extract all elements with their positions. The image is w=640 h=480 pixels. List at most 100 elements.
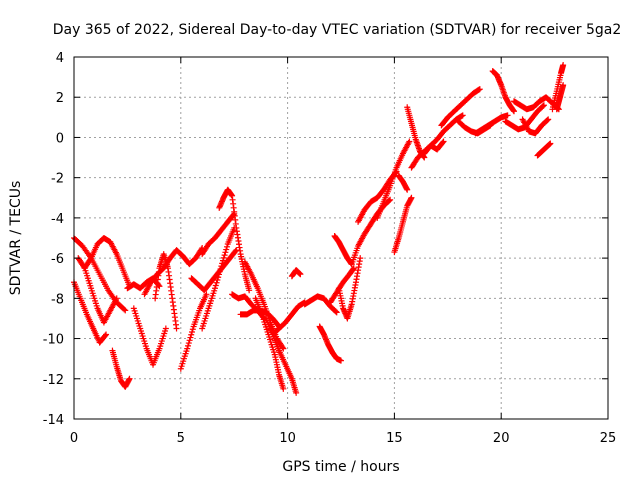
y-tick-label: -2	[51, 172, 64, 187]
data-point	[162, 325, 169, 332]
series-arc-9	[152, 251, 180, 332]
x-tick-label: 5	[177, 431, 185, 446]
data-point	[203, 291, 210, 298]
data-point	[408, 194, 415, 201]
data-point	[333, 309, 340, 316]
data-point	[280, 385, 287, 392]
data-point	[439, 139, 446, 146]
data-point	[280, 345, 287, 352]
y-tick-label: 4	[56, 51, 64, 66]
x-tick-label: 15	[386, 431, 403, 446]
data-point	[173, 325, 180, 332]
series-arc-20	[269, 299, 308, 338]
data-point	[223, 246, 230, 253]
data-point	[459, 112, 466, 119]
data-point	[387, 196, 394, 203]
data-point	[547, 140, 554, 147]
data-point	[216, 268, 223, 275]
data-point	[233, 247, 240, 254]
series-arc-30	[391, 194, 415, 256]
y-tick-label: -4	[51, 212, 64, 227]
data-point	[223, 243, 230, 250]
data-point	[189, 326, 196, 333]
x-tick-label: 20	[493, 431, 510, 446]
data-point	[357, 255, 364, 262]
data-point	[126, 375, 133, 382]
data-point	[386, 197, 393, 204]
data-point	[189, 329, 196, 336]
data-point	[560, 62, 567, 69]
data-marks	[71, 62, 567, 396]
data-point	[545, 116, 552, 123]
y-tick-label: 2	[56, 91, 64, 106]
data-point	[279, 344, 286, 351]
series-arc-32	[404, 104, 428, 161]
series-arc-34	[421, 112, 466, 157]
series-arc-43	[549, 62, 567, 113]
data-point	[222, 249, 229, 256]
data-point	[188, 331, 195, 338]
data-point	[113, 295, 120, 302]
data-point	[560, 82, 567, 89]
y-tick-label: -6	[51, 252, 64, 267]
data-point	[332, 308, 339, 315]
x-tick-label: 25	[600, 431, 617, 446]
tick-labels: 0 5 10 15 20 25 -14 -12 -10 -8 -6 -4 -2 0 2 4	[43, 51, 617, 446]
data-point	[217, 265, 224, 272]
data-point	[511, 108, 518, 115]
series-arc-41	[519, 116, 552, 137]
data-point	[212, 282, 219, 289]
x-tick-label: 10	[279, 431, 296, 446]
data-point	[540, 103, 547, 110]
data-point	[186, 337, 193, 344]
series-arc-42	[534, 140, 554, 159]
data-point	[476, 86, 483, 93]
data-point	[220, 254, 227, 261]
data-point	[156, 283, 163, 290]
series-arc-4	[81, 235, 133, 290]
y-axis-label: SDTVAR / TECUs	[8, 181, 24, 296]
data-point	[218, 263, 225, 270]
data-point	[544, 117, 551, 124]
series-arc-10	[177, 291, 210, 372]
series-arc-7	[130, 305, 169, 368]
series-arc-35	[438, 86, 483, 129]
data-point	[297, 271, 304, 278]
series-arc-25	[335, 255, 364, 322]
series-arc-24	[327, 265, 357, 306]
data-point	[219, 257, 226, 264]
series-arc-29	[374, 138, 413, 221]
data-point	[246, 287, 253, 294]
data-point	[215, 274, 222, 281]
data-point	[103, 331, 110, 338]
data-point	[440, 138, 447, 145]
data-point	[213, 279, 220, 286]
y-tick-label: -14	[43, 413, 64, 428]
series-arc-12	[199, 224, 238, 332]
data-point	[87, 256, 94, 263]
data-point	[184, 345, 191, 352]
data-point	[540, 102, 547, 109]
series-arc-5	[109, 347, 133, 390]
data-point	[187, 334, 194, 341]
series-arc-22	[301, 293, 340, 316]
plot-frame	[73, 56, 609, 420]
data-point	[185, 340, 192, 347]
series-arc-23	[316, 323, 344, 364]
x-tick-label: 0	[70, 431, 78, 446]
y-tick-label: -12	[43, 373, 64, 388]
series-arc-3	[75, 255, 120, 326]
y-tick-label: -8	[51, 292, 64, 307]
series-arc-38	[489, 68, 518, 115]
series-arc-14	[216, 186, 253, 294]
data-point	[121, 306, 128, 313]
series-arc-21	[288, 267, 304, 280]
data-point	[219, 260, 226, 267]
data-point	[211, 285, 218, 292]
series-arc-44	[553, 82, 567, 113]
data-point	[404, 186, 411, 193]
data-point	[293, 389, 300, 396]
data-point	[215, 271, 222, 278]
axis-ticks	[73, 56, 609, 420]
